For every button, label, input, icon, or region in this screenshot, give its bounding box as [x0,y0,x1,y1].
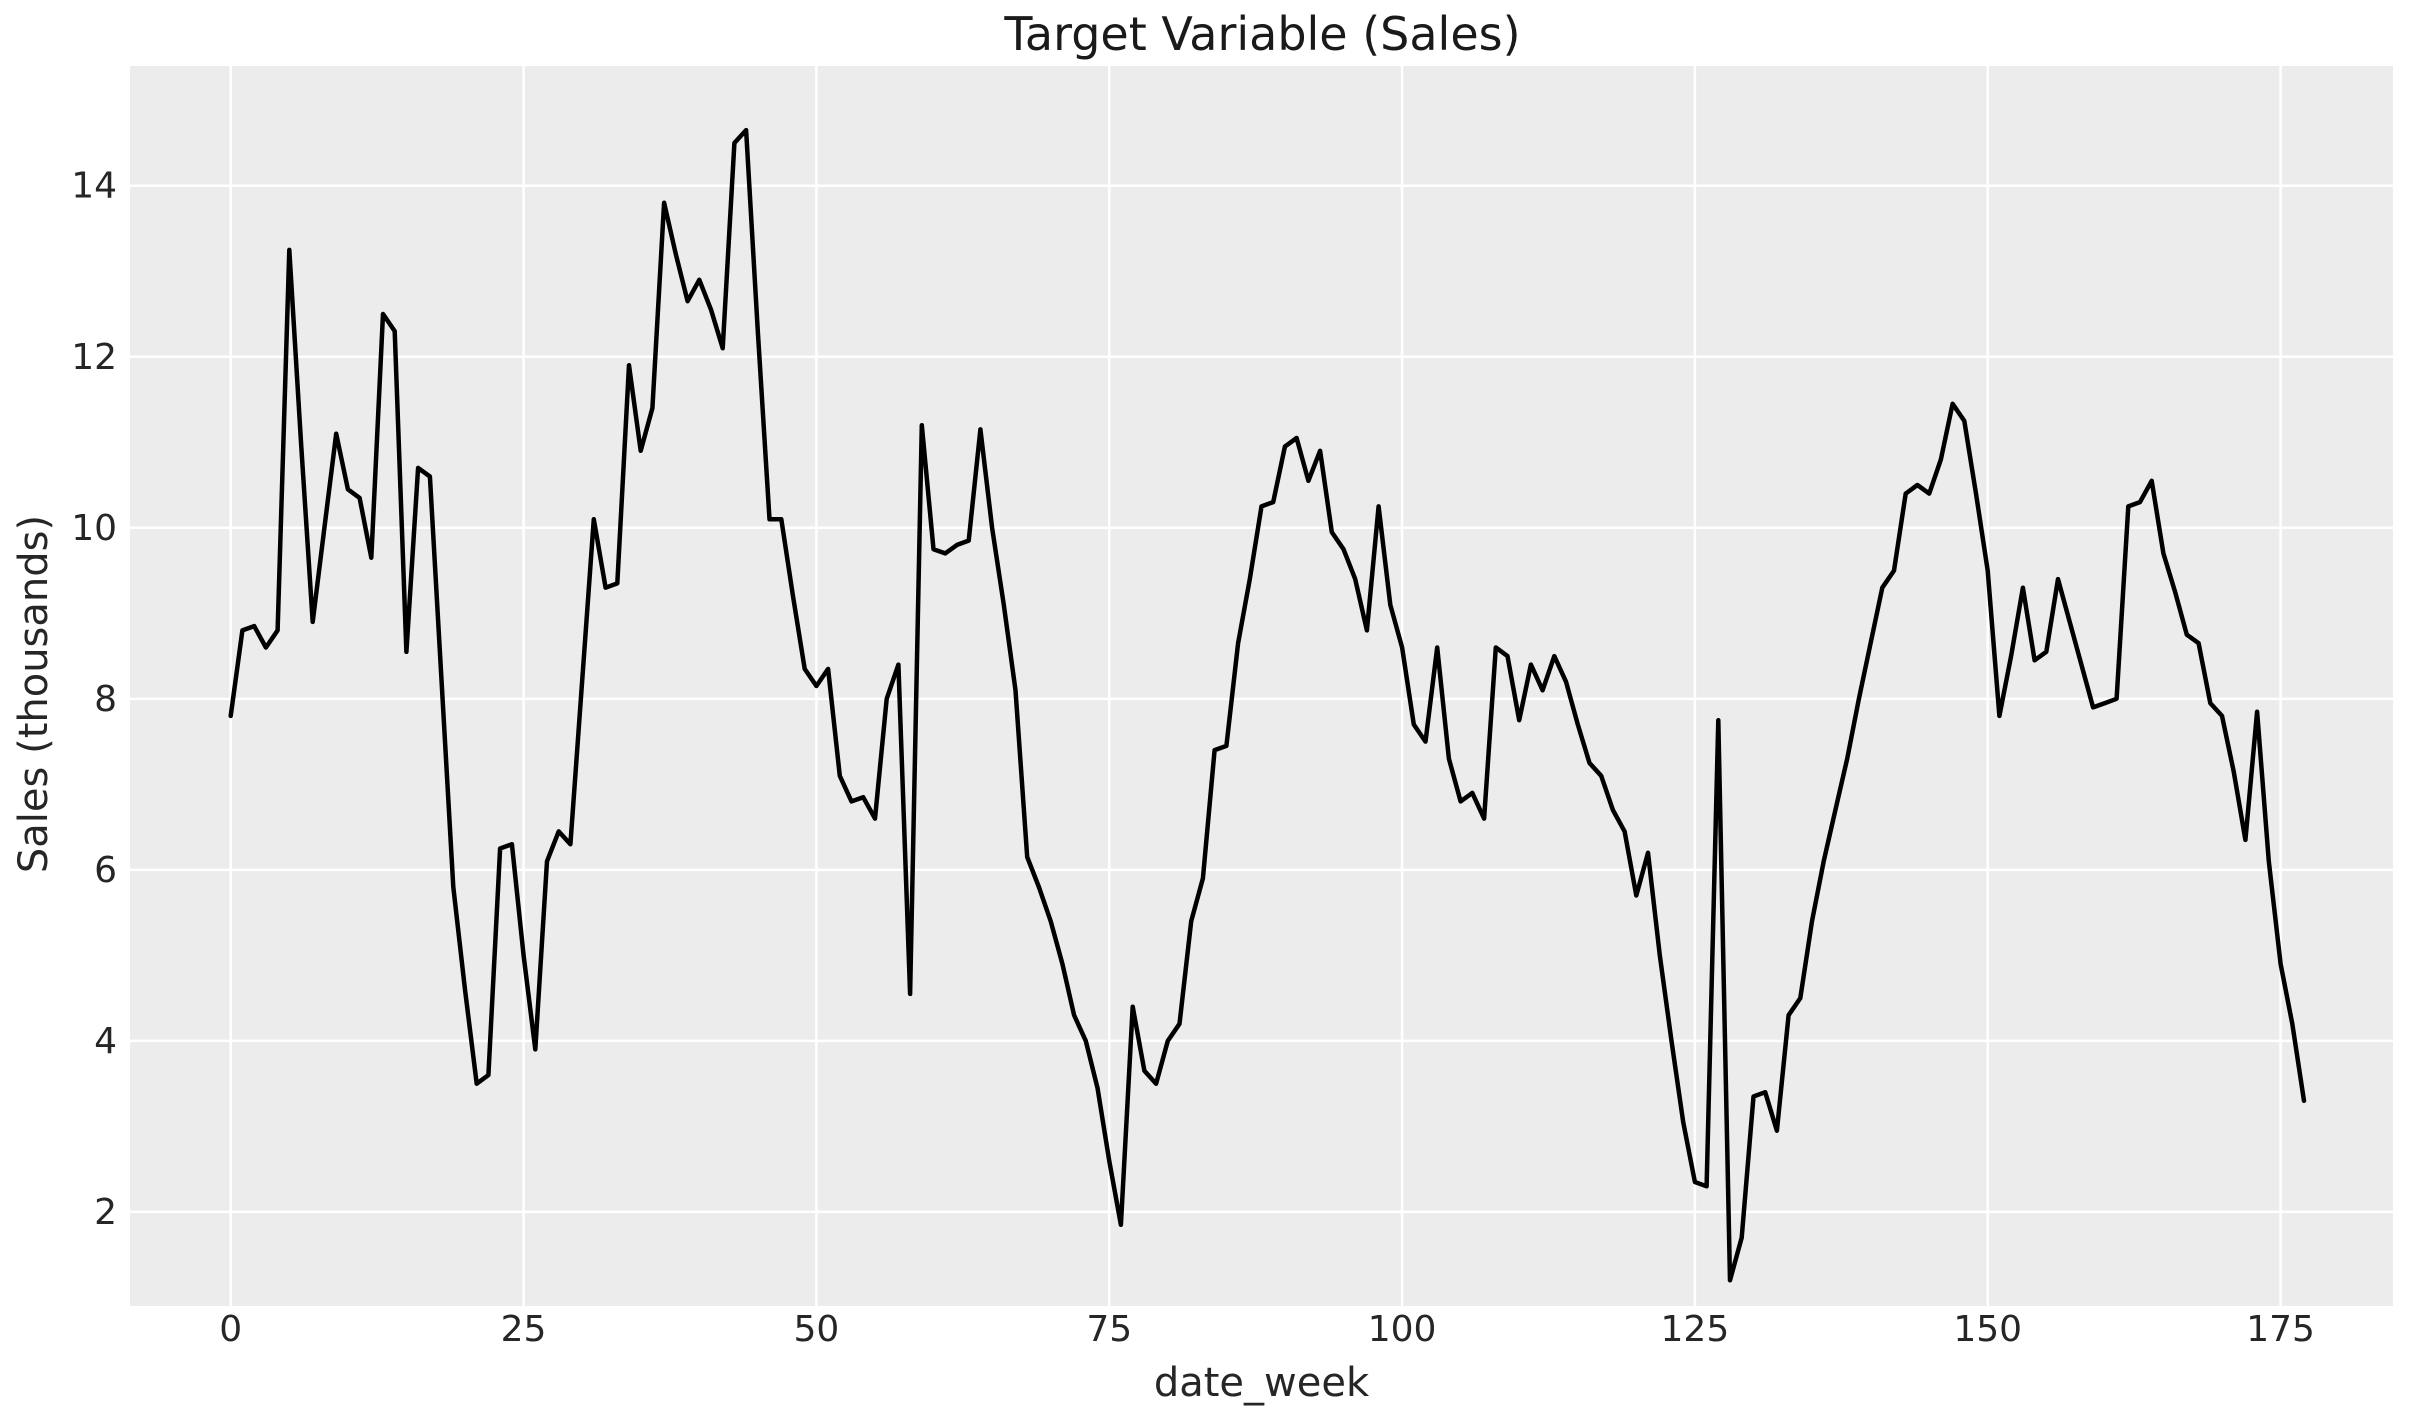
x-tick-label: 125 [1661,1309,1730,1350]
y-tick-label: 12 [71,337,117,378]
y-tick-label: 14 [71,166,117,207]
y-tick-label: 2 [94,1192,117,1233]
x-tick-label: 50 [793,1309,839,1350]
y-tick-label: 6 [94,850,117,891]
x-axis-label: date_week [1154,1360,1370,1406]
y-tick-label: 4 [94,1021,117,1062]
y-axis-label: Sales (thousands) [11,515,57,873]
y-tick-label: 10 [71,508,117,549]
x-tick-label: 150 [1953,1309,2022,1350]
x-tick-label: 0 [219,1309,242,1350]
y-tick-label: 8 [94,679,117,720]
plot-area [130,66,2393,1306]
chart-title: Target Variable (Sales) [1004,7,1521,61]
x-tick-label: 175 [2246,1309,2315,1350]
sales-line [228,127,2307,1283]
x-tick-label: 100 [1368,1309,1437,1350]
x-tick-label: 75 [1086,1309,1132,1350]
x-tick-label: 25 [501,1309,547,1350]
